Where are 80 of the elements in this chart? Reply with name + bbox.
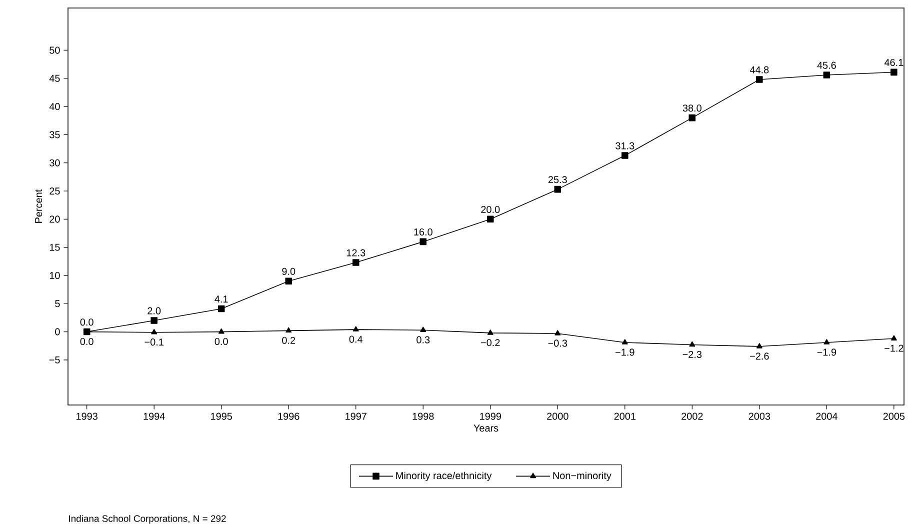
- point: [554, 330, 561, 336]
- point: [756, 76, 763, 83]
- y-tick-label: 0: [55, 328, 60, 336]
- point: [286, 327, 292, 333]
- x-tick-label: 2003: [748, 412, 770, 420]
- point: [150, 317, 158, 324]
- legend-label: Minority race/ethnicity: [396, 472, 492, 482]
- point: [824, 339, 830, 344]
- y-axis-title: Percent: [35, 189, 42, 223]
- data-label: 4.1: [214, 296, 228, 303]
- x-tick-label: 1994: [144, 412, 165, 420]
- data-label: 45.6: [817, 62, 836, 69]
- point: [890, 68, 898, 76]
- data-label: 0.0: [214, 338, 228, 346]
- data-label: 31.3: [616, 142, 634, 150]
- data-label: −2.6: [750, 352, 769, 360]
- x-tick-label: 2000: [547, 412, 568, 420]
- data-label: −0.1: [144, 338, 164, 346]
- point: [352, 326, 359, 332]
- x-tick-label: 1998: [412, 412, 434, 420]
- x-tick-label: 2004: [816, 412, 838, 420]
- data-label: 16.0: [414, 228, 432, 236]
- point: [823, 72, 830, 78]
- x-axis-title: Years: [474, 424, 498, 432]
- x-tick-label: 1999: [480, 412, 501, 420]
- data-label: 0.4: [349, 336, 362, 343]
- point: [554, 186, 562, 193]
- point: [151, 328, 158, 334]
- point: [420, 238, 427, 246]
- point: [420, 326, 426, 332]
- data-label: 44.8: [750, 66, 769, 74]
- y-tick-label: 15: [50, 244, 60, 251]
- x-tick-label: 1996: [278, 412, 300, 420]
- x-tick-label: 1995: [211, 412, 232, 420]
- y-tick-label: 10: [50, 272, 60, 280]
- y-tick-label: 20: [50, 216, 60, 223]
- data-label: −0.2: [481, 339, 500, 346]
- data-label: 0.0: [80, 338, 94, 346]
- y-tick-label: 50: [50, 46, 60, 54]
- y-tick-label: −5: [49, 356, 60, 364]
- data-label: 38.0: [682, 104, 702, 112]
- text: Indiana School Corporations, N = 292: [69, 514, 226, 524]
- point: [622, 152, 628, 159]
- data-label: 9.0: [282, 268, 296, 275]
- y-tick-label: 30: [50, 159, 60, 166]
- data-label: −2.3: [682, 350, 702, 358]
- point: [218, 305, 225, 312]
- data-label: 20.0: [481, 206, 500, 213]
- y-tick-label: 25: [50, 187, 60, 195]
- data-label: 25.3: [548, 176, 567, 184]
- x-tick-label: 2005: [883, 412, 905, 420]
- y-tick-label: 45: [49, 74, 60, 82]
- point: [688, 114, 696, 122]
- legend-label: Non−minority: [553, 472, 612, 482]
- point: [285, 278, 292, 284]
- data-label: 46.1: [884, 58, 904, 66]
- point: [218, 328, 224, 334]
- point: [689, 341, 696, 347]
- data-label: −0.3: [548, 340, 568, 347]
- y-tick-label: 5: [55, 300, 60, 308]
- point: [352, 259, 360, 266]
- y-tick-label: 35: [50, 131, 60, 138]
- y-tick-label: 40: [49, 103, 60, 110]
- point: [487, 330, 494, 335]
- data-label: 0.2: [282, 336, 296, 344]
- data-label: −1.2: [884, 344, 904, 352]
- data-label: 12.3: [346, 249, 366, 256]
- data-label: −1.9: [616, 348, 634, 356]
- data-label: −1.9: [817, 348, 836, 356]
- point: [756, 343, 762, 348]
- data-label: 0.3: [416, 336, 430, 344]
- point: [890, 335, 897, 340]
- x-tick-label: 2002: [682, 412, 703, 420]
- x-tick-label: 2001: [614, 412, 636, 420]
- x-tick-label: 1997: [346, 412, 366, 420]
- x-tick-label: 1993: [76, 412, 98, 420]
- point: [622, 339, 628, 344]
- data-label: 0.0: [80, 318, 94, 326]
- data-label: 2.0: [148, 307, 161, 314]
- point: [486, 216, 494, 223]
